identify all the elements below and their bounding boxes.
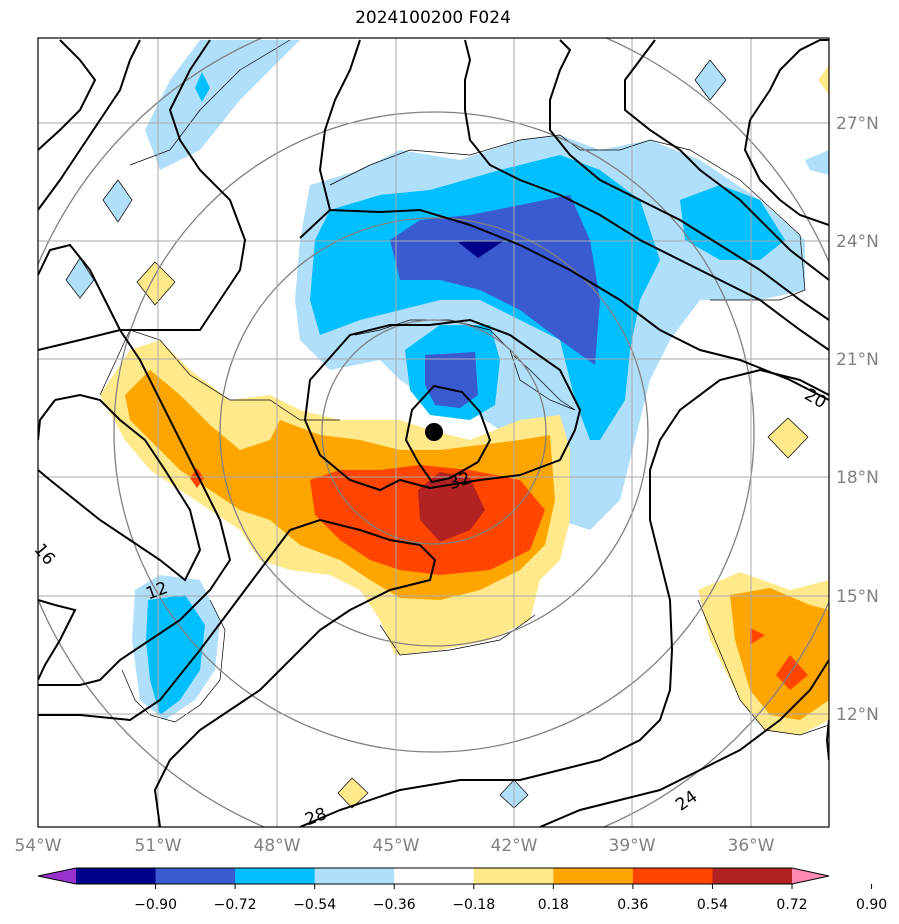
storm-center-marker [425,423,443,441]
range-rings [38,38,829,827]
lat-label: 15°N [836,587,879,607]
colorbar-tick-label: −0.90 [134,897,177,913]
colorbar-segment [76,868,157,884]
colorbar-tick-label: −0.72 [214,897,257,913]
lon-label: 45°W [373,836,420,856]
lat-label: 24°N [836,232,879,252]
shade-light-blue-diamond-2 [66,258,94,298]
lon-label: 54°W [15,836,62,856]
colorbar-tick-label: −0.18 [452,897,495,913]
shading-layer [65,39,829,809]
shade-light-blue-diamond-1 [103,180,132,222]
shade-yellow-diamond-2 [768,418,808,458]
lon-label: 48°W [254,836,301,856]
colorbar-left-extend [38,868,76,884]
colorbar-segment [712,868,793,884]
shade-orange-se [730,588,829,720]
lon-label: 42°W [491,836,538,856]
colorbar-right-extend [792,868,829,884]
shade-light-blue-nw [145,40,300,170]
latitude-labels: 27°N 24°N 21°N 18°N 15°N 12°N [836,114,879,725]
colorbar-segment [553,868,634,884]
shade-dark-red-core [418,472,485,542]
contour-label-20: 20 [801,385,830,413]
longitude-labels: 54°W 51°W 48°W 45°W 42°W 39°W 36°W [15,836,775,856]
colorbar-tick-label: −0.36 [373,897,416,913]
contour-label-28: 28 [302,804,329,830]
gridlines [38,38,829,827]
lat-label: 18°N [836,468,879,488]
colorbar-tick-label: 0.72 [776,897,807,913]
colorbar-segment [632,868,713,884]
contour-label-16: 16 [30,540,59,569]
shade-yellow-diamond-3 [338,778,368,808]
lat-label: 12°N [836,705,879,725]
colorbar-segment [235,868,316,884]
lat-label: 27°N [836,114,879,134]
colorbar: −0.90 −0.72 −0.54 −0.36 −0.18 0.18 0.36 … [37,867,887,913]
shade-light-blue-ne [805,150,829,175]
colorbar-segment [155,868,236,884]
shade-navy [458,240,505,258]
shade-dark-blue-north [390,195,600,365]
shade-yellow-ne-edge [818,65,829,95]
colorbar-tick-label: −0.54 [293,897,336,913]
colorbar-tick-label: 0.54 [697,897,728,913]
lon-label: 36°W [728,836,775,856]
colorbar-tick-label: 0.36 [617,897,648,913]
colorbar-tick-label: 0.18 [538,897,569,913]
contour-label-24: 24 [672,787,701,816]
shade-blue-sw [146,595,205,715]
map-frame [37,37,830,828]
lon-label: 39°W [609,836,656,856]
map-title: 2024100200 F024 [355,8,511,28]
colorbar-tick-label: 0.90 [856,897,887,913]
lon-label: 51°W [135,836,182,856]
colorbar-segment [394,868,475,884]
shade-blue-nw-diamond [195,72,210,102]
lat-label: 21°N [836,350,879,370]
isolines [38,39,829,827]
colorbar-segment [314,868,395,884]
colorbar-segment [473,868,554,884]
shade-red-orange-se-2 [750,628,765,645]
